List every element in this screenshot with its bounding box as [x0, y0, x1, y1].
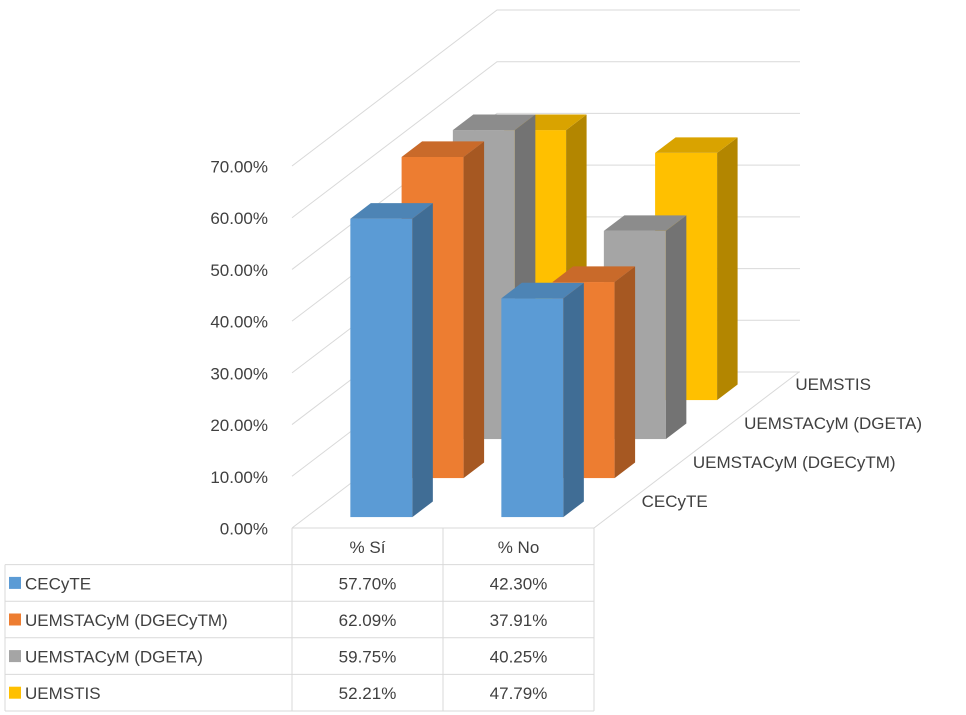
bar-top	[401, 141, 485, 157]
bar-side	[463, 141, 485, 479]
bar-side	[717, 137, 738, 401]
y-tick-label: 70.00%	[210, 157, 268, 176]
bar-top	[350, 203, 433, 219]
bar-side	[614, 266, 636, 479]
table-value: 40.25%	[490, 648, 548, 667]
legend-swatch	[9, 576, 21, 589]
y-tick-label: 50.00%	[210, 261, 268, 280]
y-tick-label: 20.00%	[210, 416, 268, 435]
table-value: 37.91%	[490, 611, 548, 630]
grid-line	[291, 9, 800, 167]
legend-label: UEMSTIS	[25, 684, 101, 703]
legend-label: UEMSTACyM (DGETA)	[25, 648, 203, 667]
legend-label: UEMSTACyM (DGECyTM)	[25, 611, 228, 630]
grid-line	[291, 61, 800, 219]
bar-top	[452, 114, 536, 131]
bar-top	[655, 137, 738, 153]
y-tick-label: 10.00%	[210, 468, 268, 487]
bar-side	[412, 203, 433, 518]
depth-label: UEMSTACyM (DGECyTM)	[693, 453, 896, 472]
y-tick-label: 40.00%	[210, 313, 268, 332]
table-value: 62.09%	[339, 611, 397, 630]
legend-swatch	[9, 613, 21, 626]
legend-label: CECyTE	[25, 574, 91, 593]
bar-side	[665, 215, 687, 440]
bar-top	[501, 282, 584, 299]
legend-swatch	[9, 686, 21, 699]
y-tick-label: 0.00%	[220, 519, 268, 538]
legend-swatch	[9, 650, 21, 663]
table-header: % No	[498, 538, 540, 557]
depth-label: CECyTE	[642, 492, 708, 511]
bar-front	[501, 298, 564, 518]
bar-top	[603, 215, 687, 231]
bar-top	[552, 266, 636, 283]
table-value: 57.70%	[339, 574, 397, 593]
depth-label: UEMSTIS	[795, 375, 871, 394]
table-value: 42.30%	[490, 574, 548, 593]
table-header: % Sí	[350, 538, 386, 557]
depth-label: UEMSTACyM (DGETA)	[744, 414, 922, 433]
y-tick-label: 60.00%	[210, 209, 268, 228]
table-value: 52.21%	[339, 684, 397, 703]
table-value: 59.75%	[339, 648, 397, 667]
y-tick-label: 30.00%	[210, 364, 268, 383]
table-value: 47.79%	[490, 684, 548, 703]
bar-side	[563, 282, 584, 518]
bar-front	[350, 218, 413, 518]
